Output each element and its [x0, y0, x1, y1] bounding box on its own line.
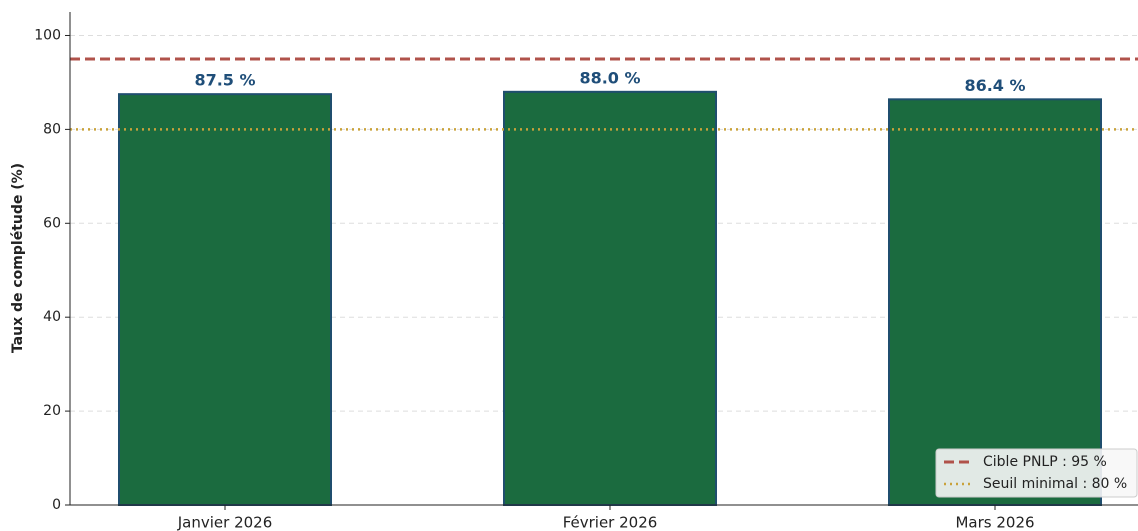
- x-tick-label: Février 2026: [563, 514, 658, 531]
- y-tick-label: 60: [43, 215, 61, 231]
- legend-label: Cible PNLP : 95 %: [983, 454, 1107, 470]
- legend-box: [935, 448, 1138, 498]
- y-tick-label: 80: [43, 121, 61, 137]
- y-tick-label: 20: [43, 403, 61, 419]
- x-tick-label: Mars 2026: [955, 514, 1034, 531]
- y-axis-label: Taux de complétude (%): [10, 163, 26, 353]
- x-tick-label: Janvier 2026: [177, 514, 273, 531]
- bar: [118, 93, 332, 507]
- value-label: 88.0 %: [579, 68, 640, 87]
- value-label: 87.5 %: [194, 71, 255, 90]
- y-tick-label: 0: [52, 497, 61, 513]
- y-tick-label: 100: [34, 27, 61, 43]
- bar: [503, 90, 717, 506]
- legend-label: Seuil minimal : 80 %: [983, 476, 1127, 492]
- value-label: 86.4 %: [964, 76, 1025, 95]
- y-tick-label: 40: [43, 309, 61, 325]
- bar: [888, 98, 1102, 507]
